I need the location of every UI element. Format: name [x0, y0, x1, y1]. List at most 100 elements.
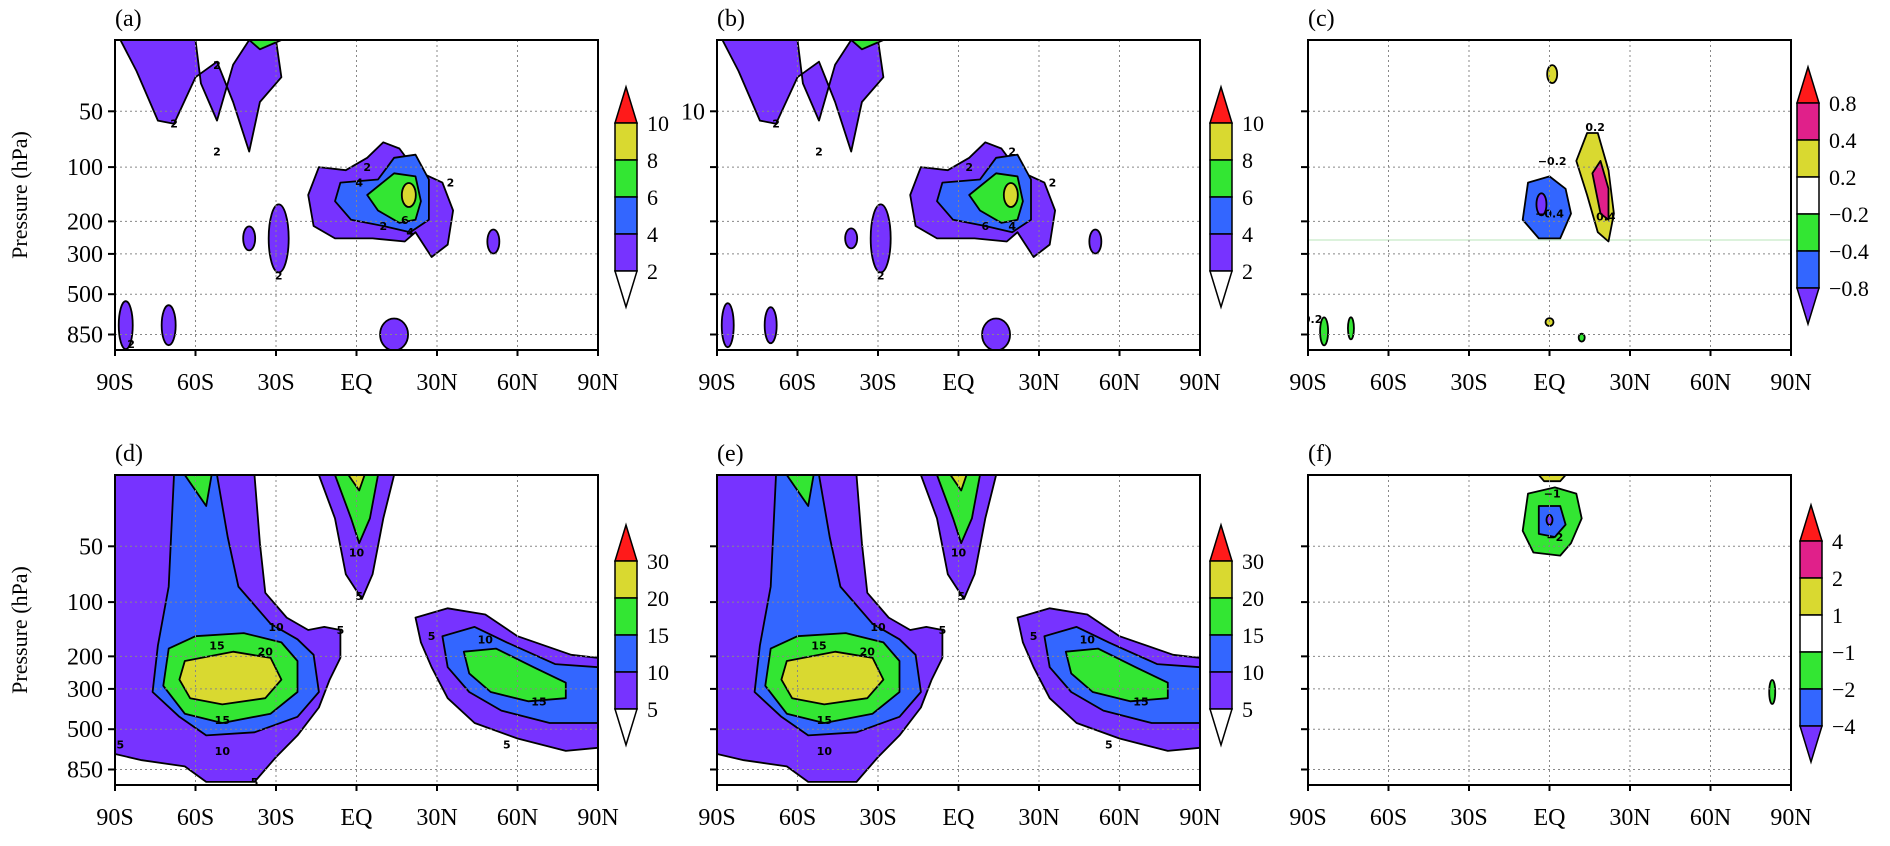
contour-label: 6	[401, 214, 409, 227]
contour-label: 15	[811, 640, 826, 653]
y-tick-label: 200	[67, 209, 103, 235]
colorbar: 30 20 15 10 5	[1208, 522, 1264, 748]
x-tick-label: 30S	[859, 370, 896, 396]
contour-label: 10	[951, 547, 967, 560]
contour-label: 5	[117, 739, 125, 752]
contour-region-1	[1537, 475, 1567, 483]
contour-region-small	[869, 203, 892, 274]
colorbar: 0.8 0.4 0.2 −0.2 −0.4 −0.8	[1795, 64, 1869, 327]
x-tick-label: 90N	[1770, 805, 1811, 831]
colorbar-segment	[614, 233, 638, 272]
contour-label: 15	[1133, 695, 1148, 708]
x-tick-label: 60S	[779, 370, 816, 396]
contour-region-8	[400, 182, 417, 208]
contour-region-small	[1768, 679, 1777, 705]
colorbar-segment	[1796, 213, 1820, 252]
colorbar-tick-label: 2	[647, 259, 658, 284]
contour-label: 2	[213, 146, 221, 159]
chart-panel: 10 5 10 5 15 20 15 10 5 5 10 15 5 5 90S 60S 30S EQ 30N 60N 9…	[7, 441, 669, 831]
contour-region-small	[267, 203, 290, 274]
contour-region-small	[763, 306, 778, 345]
contour-label: 5	[1030, 630, 1038, 643]
x-tick-label: 60S	[1370, 370, 1407, 396]
contour-region-20	[178, 650, 283, 706]
contour-label: 5	[251, 776, 259, 789]
colorbar-segment	[614, 560, 638, 599]
contour-label: 2	[965, 161, 973, 174]
colorbar-segment	[1799, 577, 1823, 616]
x-tick-label: 90S	[1289, 805, 1326, 831]
contour-label: 5	[355, 590, 363, 603]
colorbar-tick-label: 10	[647, 660, 669, 685]
contour-label: 15	[215, 714, 230, 727]
contour-label: 5	[1105, 739, 1113, 752]
contour-label: 2	[127, 338, 135, 351]
contour-label: 10	[215, 745, 231, 758]
colorbar-bottom-triangle	[1798, 725, 1824, 765]
colorbar-tick-label: 20	[647, 586, 669, 611]
x-tick-label: 90S	[698, 370, 735, 396]
contour-region-8	[1002, 182, 1019, 208]
contour-region-small	[242, 225, 257, 252]
contour-region-south-2	[717, 40, 885, 153]
x-tick-label: EQ	[1534, 370, 1566, 396]
contour-region-small	[844, 227, 859, 250]
colorbar-segment	[1796, 176, 1820, 215]
x-tick-label: 90S	[96, 370, 133, 396]
x-tick-label: 90N	[577, 370, 618, 396]
colorbar-segment	[1209, 597, 1233, 636]
contour-region-small	[486, 228, 501, 255]
contour-label: 2	[170, 118, 178, 131]
colorbar-bottom-triangle	[613, 270, 639, 310]
x-tick-label: 60N	[1099, 370, 1140, 396]
contour-region-15	[936, 475, 981, 545]
y-axis-label: Pressure (hPa)	[7, 131, 32, 259]
colorbar-segment	[1796, 102, 1820, 141]
colorbar-segment	[1209, 634, 1233, 673]
x-tick-label: 30N	[416, 370, 457, 396]
x-tick-label: 30S	[859, 805, 896, 831]
contour-label: 10	[349, 547, 365, 560]
colorbar-tick-label: 10	[647, 111, 669, 136]
colorbar-bottom-triangle	[613, 708, 639, 748]
contour-label: 2	[213, 59, 221, 72]
colorbar-tick-label: 2	[1832, 566, 1843, 591]
contour-label: 4	[1008, 220, 1016, 233]
y-axis-label: Pressure (hPa)	[7, 566, 32, 694]
contour-label: −1	[1544, 488, 1561, 501]
colorbar-segment	[1799, 688, 1823, 727]
contour-label: 5	[503, 739, 511, 752]
x-tick-label: 60N	[497, 805, 538, 831]
contour-region-small	[379, 317, 409, 350]
contour-region-neg0.8	[1535, 192, 1548, 217]
contour-label: 5	[337, 624, 345, 637]
colorbar-top-triangle	[1208, 84, 1234, 124]
colorbar: 10 8 6 4 2	[1208, 84, 1264, 310]
contour-region-top-6	[850, 40, 885, 51]
contour-region-20	[949, 475, 968, 492]
colorbar-tick-label: 10	[1242, 111, 1264, 136]
panel-label: (a)	[115, 6, 142, 32]
x-tick-label: 30N	[1609, 370, 1650, 396]
contour-region-neg0.2	[1347, 316, 1355, 341]
colorbar-bottom-triangle	[1795, 287, 1821, 327]
colorbar-top-triangle	[613, 522, 639, 562]
colorbar-tick-label: 8	[647, 148, 658, 173]
contour-label: 6	[982, 220, 990, 233]
contour-region-small	[160, 304, 177, 347]
colorbar: 4 2 1 −1 −2 −4	[1798, 502, 1855, 765]
chart-panel: 10 5 10 5 15 20 15 10 5 10 15 5 90S 60S 30S EQ 30N 60N 90N…	[698, 441, 1264, 831]
x-tick-label: 60N	[1690, 805, 1731, 831]
x-tick-label: 90N	[1770, 370, 1811, 396]
contour-label: 2	[363, 161, 371, 174]
contour-region-15	[334, 475, 379, 545]
contour-label: −0.2	[1538, 155, 1567, 168]
chart-panel: 2 2 2 2 2 4 6 2 90S 60S 30S EQ 30N 60N 90N 10 (b) 10 8 6 4 2	[681, 6, 1264, 396]
colorbar-tick-label: −0.8	[1829, 276, 1869, 301]
x-tick-label: 30S	[1450, 805, 1487, 831]
x-tick-label: 30S	[257, 370, 294, 396]
colorbar-tick-label: 10	[1242, 660, 1264, 685]
contour-region-0.8	[1591, 160, 1610, 221]
